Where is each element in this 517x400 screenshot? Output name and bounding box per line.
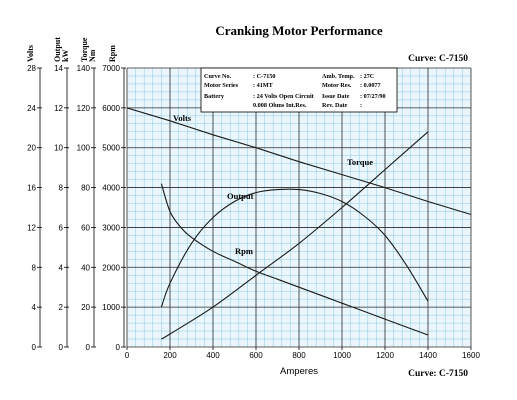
info-box-text: : 41MT (253, 82, 274, 89)
info-box-text: : C-7150 (253, 73, 276, 80)
info-box-text: : 24 Volts Open Circuit (253, 93, 315, 100)
axis-tick-label: 6000 (102, 104, 120, 113)
info-box-text: Curve No. (204, 73, 232, 80)
curve-label-bottom: Curve: C-7150 (408, 369, 468, 379)
x-tick-label: 200 (163, 351, 177, 360)
axis-tick-label: 28 (27, 64, 36, 73)
axis-tick-label: 40 (81, 263, 90, 272)
axis-tick-label: 60 (81, 223, 90, 232)
series-label-rpm: Rpm (235, 246, 253, 256)
info-box-text: Battery (204, 93, 225, 100)
axis-header-label: Torque (80, 37, 89, 62)
axis-tick-label: 0 (32, 343, 37, 352)
axis-header-label: Volts (26, 45, 35, 62)
x-tick-label: 800 (292, 351, 306, 360)
info-box-text: Motor Res. (322, 82, 352, 89)
info-box-text: : 27C (360, 73, 374, 80)
axis-header-label: Rpm (108, 45, 117, 62)
axis-tick-label: 80 (81, 184, 90, 193)
x-tick-label: 1000 (333, 351, 351, 360)
axis-tick-label: 14 (54, 64, 63, 73)
axis-tick-label: 7000 (102, 64, 120, 73)
axis-tick-label: 20 (81, 303, 90, 312)
info-box-text: Motor Series (204, 82, 239, 89)
axis-tick-label: 0 (116, 343, 121, 352)
x-axis: 0 200 400 600 800 1000 1200 1400 1600 (125, 347, 480, 360)
info-box: Curve No. : C-7150 Amb. Temp. : 27C Motor Se… (200, 67, 398, 113)
chart-title: Cranking Motor Performance (215, 23, 383, 38)
axis-tick-label: 4 (59, 263, 64, 272)
series-label-torque: Torque (347, 157, 373, 167)
axis-tick-label: 0 (59, 343, 64, 352)
axis-tick-label: 4 (32, 303, 37, 312)
series-label-output: Output (227, 191, 254, 201)
info-box-text: Rev. Date (322, 102, 348, 109)
axis-tick-label: 10 (54, 144, 63, 153)
x-tick-label: 0 (125, 351, 130, 360)
axis-tick-label: 16 (27, 184, 36, 193)
series-line-torque (161, 131, 429, 340)
info-box-text: : (360, 102, 362, 109)
axis-tick-label: 6 (59, 223, 64, 232)
info-box-text: Issue Date (322, 93, 350, 100)
axis-tick-label: 1000 (102, 303, 120, 312)
axis-tick-label: 0 (86, 343, 91, 352)
axis-tick-label: 3000 (102, 223, 120, 232)
series-lines (126, 107, 472, 340)
axis-tick-label: 5000 (102, 144, 120, 153)
info-box-text: : 07/27/90 (360, 93, 386, 100)
axis-tick-label: 24 (27, 104, 36, 113)
axis-tick-label: 2000 (102, 263, 120, 272)
series-line-rpm (160, 183, 429, 336)
x-tick-label: 1400 (419, 351, 437, 360)
axis-tick-label: 140 (77, 64, 91, 73)
axis-header-label: Output (53, 37, 62, 62)
series-line-output (160, 188, 429, 308)
series-line-volts (126, 107, 472, 216)
x-axis-label: Amperes (280, 366, 318, 377)
axis-header-unit: kW (61, 50, 70, 62)
axis-tick-label: 100 (77, 144, 91, 153)
series-label-volts: Volts (173, 113, 192, 123)
x-tick-label: 600 (249, 351, 263, 360)
info-box-text: 0.008 Ohms Int.Res. (253, 102, 307, 109)
info-box-text: : 0.0077 (360, 82, 381, 89)
axis-header-unit: Nm (88, 49, 97, 62)
x-tick-label: 1200 (376, 351, 394, 360)
x-tick-label: 1600 (462, 351, 480, 360)
x-tick-label: 400 (206, 351, 220, 360)
axis-tick-label: 12 (27, 223, 36, 232)
axis-tick-label: 2 (59, 303, 64, 312)
axis-tick-label: 120 (77, 104, 91, 113)
info-box-text: Amb. Temp. (322, 73, 355, 80)
axis-tick-label: 8 (32, 263, 37, 272)
axis-tick-label: 20 (27, 144, 36, 153)
axis-tick-label: 4000 (102, 184, 120, 193)
axis-tick-label: 8 (59, 184, 64, 193)
axis-tick-label: 12 (54, 104, 63, 113)
curve-label-top: Curve: C-7150 (408, 54, 468, 64)
